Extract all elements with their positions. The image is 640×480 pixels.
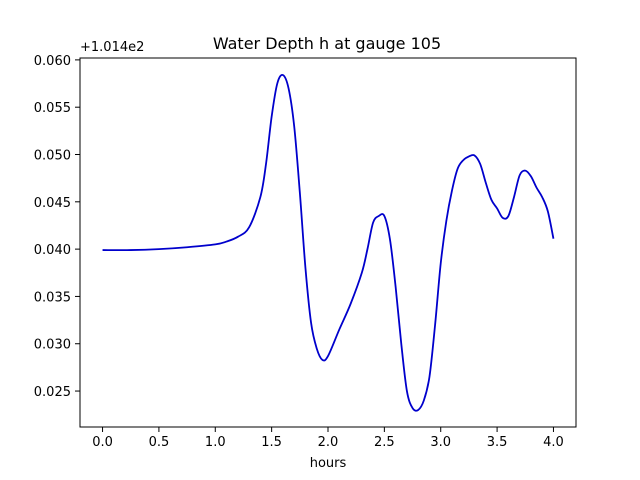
x-axis-label: hours: [310, 456, 347, 471]
plot-area: [102, 74, 555, 412]
y-tick-label: 0.045: [34, 196, 71, 211]
y-tick-label: 0.025: [34, 385, 71, 400]
y-tick-label: 0.040: [34, 243, 71, 258]
series-line: [102, 74, 555, 412]
y-offset-label: +1.014e2: [80, 40, 144, 55]
x-tick-label: 1.0: [205, 435, 226, 450]
x-tick-label: 2.0: [318, 435, 339, 450]
x-tick-label: 3.5: [487, 435, 508, 450]
plot-frame: [79, 57, 577, 428]
x-tick-label: 3.0: [430, 435, 451, 450]
y-tick-label: 0.030: [34, 338, 71, 353]
y-axis: 0.025 0.030 0.035 0.040 0.045 0.050 0.055 0.060: [34, 54, 80, 400]
x-tick-label: 1.5: [261, 435, 282, 450]
x-tick-label: 0.5: [149, 435, 170, 450]
x-tick-label: 2.5: [374, 435, 395, 450]
x-tick-label: 0.0: [92, 435, 113, 450]
y-tick-label: 0.050: [34, 149, 71, 164]
chart-title: Water Depth h at gauge 105: [213, 34, 441, 53]
y-tick-label: 0.035: [34, 290, 71, 305]
x-tick-label: 4.0: [543, 435, 564, 450]
y-tick-label: 0.060: [34, 54, 71, 69]
x-axis: 0.0 0.5 1.0 1.5 2.0 2.5 3.0 3.5 4.0: [92, 427, 564, 450]
y-tick-label: 0.055: [34, 101, 71, 116]
